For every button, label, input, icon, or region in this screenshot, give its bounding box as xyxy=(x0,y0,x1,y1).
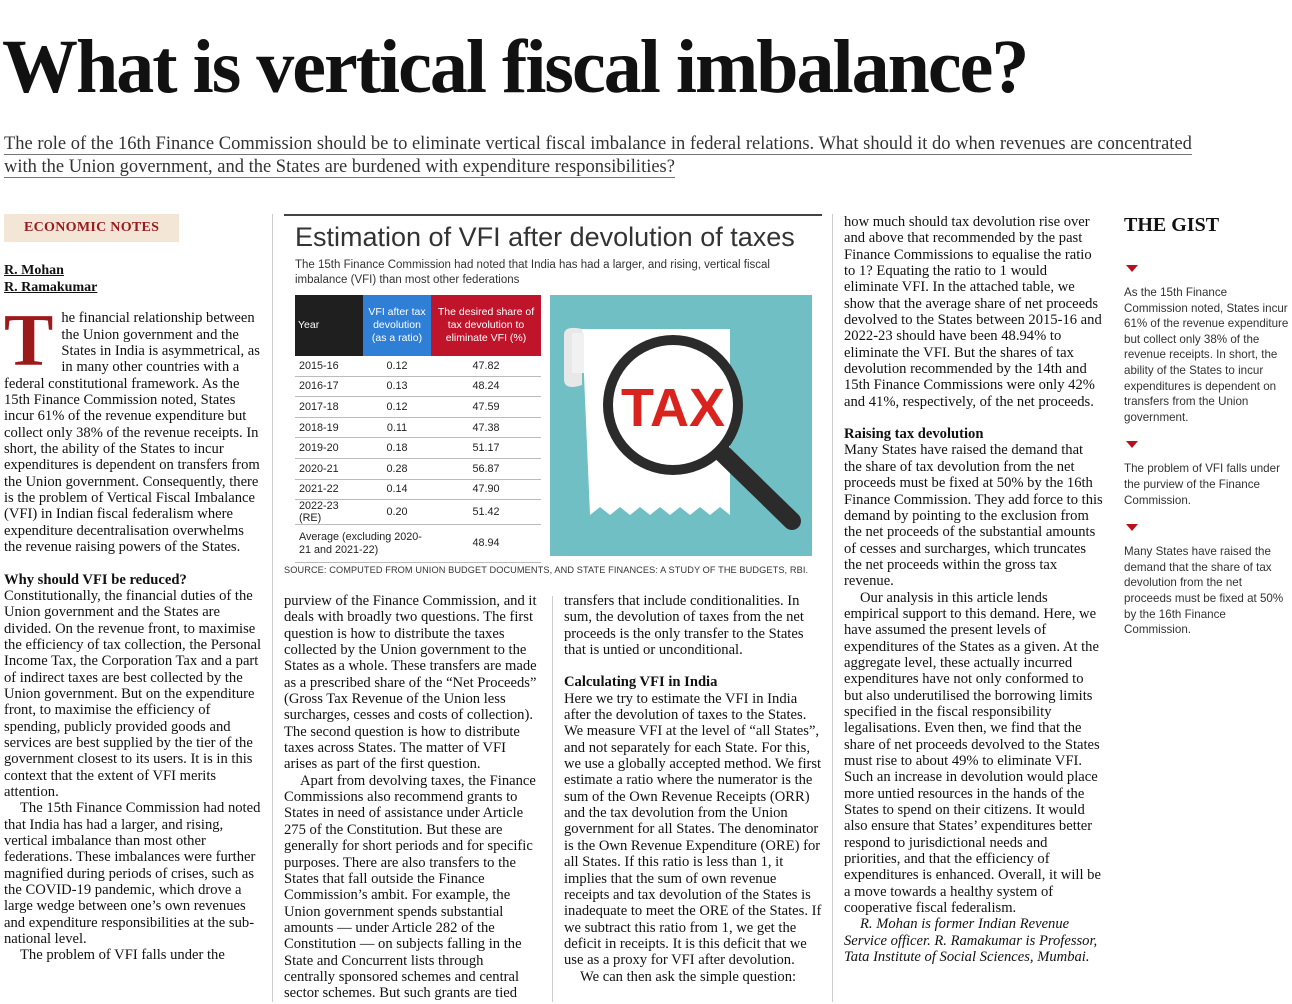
headline: What is vertical fiscal imbalance? xyxy=(2,25,1029,109)
subhead: Calculating VFI in India xyxy=(564,674,718,691)
vfi-cell: 0.14 xyxy=(363,479,431,501)
tax-text: TAX xyxy=(621,378,725,438)
source-note: SOURCE: COMPUTED FROM UNION BUDGET DOCUM… xyxy=(284,565,809,575)
share-cell: 47.59 xyxy=(431,396,541,418)
gist-item: As the 15th Finance Commission noted, St… xyxy=(1124,286,1289,424)
subhead: Raising tax devolution xyxy=(844,426,984,443)
gist-item: Many States have raised the demand that … xyxy=(1124,545,1284,637)
year-cell: 2019-20 xyxy=(295,437,363,459)
year-cell: 2016-17 xyxy=(295,376,363,398)
year-cell: 2018-19 xyxy=(295,417,363,439)
column-divider xyxy=(552,596,553,1002)
vfi-graphic: Estimation of VFI after devolution of ta… xyxy=(284,214,822,580)
triangle-icon xyxy=(1126,441,1138,449)
vfi-cell: 0.11 xyxy=(363,417,431,439)
table-header: Year xyxy=(295,295,363,356)
paragraph: The 15th Finance Commission had noted th… xyxy=(4,800,261,948)
vfi-cell: 0.20 xyxy=(363,499,431,526)
author-link[interactable]: R. Ramakumar xyxy=(4,280,98,296)
table-row: 2016-17 0.13 48.24 xyxy=(295,376,541,398)
section-tag: ECONOMIC NOTES xyxy=(4,214,180,243)
share-cell: 56.87 xyxy=(431,458,541,480)
gist-title: THE GIST xyxy=(1124,214,1220,236)
table-row: 2020-21 0.28 56.87 xyxy=(295,458,541,480)
triangle-icon xyxy=(1126,265,1138,272)
average-label: Average (excluding 2020-21 and 2021-22) xyxy=(295,524,431,564)
table-row: 2022-23 (RE) 0.20 51.42 xyxy=(295,499,541,526)
table-row: 2015-16 0.12 47.82 xyxy=(295,356,541,377)
year-cell: 2015-16 xyxy=(295,356,363,377)
column-divider xyxy=(272,214,273,1002)
column-divider xyxy=(832,214,833,1002)
triangle-icon xyxy=(1126,524,1138,532)
table-row: 2018-19 0.11 47.38 xyxy=(295,417,541,439)
table-row: 2021-22 0.14 47.90 xyxy=(295,479,541,501)
column-2: purview of the Finance Commission, and i… xyxy=(284,593,538,1002)
paragraph: Apart from devolving taxes, the Finance … xyxy=(284,772,536,1002)
average-row: Average (excluding 2020-21 and 2021-22) 4… xyxy=(295,524,541,564)
paragraph: how much should tax devolution rise over… xyxy=(844,214,1102,410)
gist-item: The problem of VFI falls under the purvi… xyxy=(1124,462,1280,507)
vfi-cell: 0.13 xyxy=(363,376,431,398)
subhead: Why should VFI be reduced? xyxy=(4,571,187,588)
paragraph: transfers that include conditionalities.… xyxy=(564,593,804,659)
drop-cap: T xyxy=(4,300,54,383)
graphic-subtitle: The 15th Finance Commission had noted th… xyxy=(295,259,770,286)
year-cell: 2021-22 xyxy=(295,479,363,501)
paragraph: The problem of VFI falls under the xyxy=(20,947,225,964)
author-bio: R. Mohan is former Indian Revenue Servic… xyxy=(844,916,1098,966)
table-header: VFI after tax devolution (as a ratio) xyxy=(363,295,431,356)
year-cell: 2020-21 xyxy=(295,458,363,480)
vfi-cell: 0.28 xyxy=(363,458,431,480)
paragraph: Here we try to estimate the VFI in India… xyxy=(564,690,822,969)
table-header: The desired share of tax devolution to e… xyxy=(431,295,541,356)
share-cell: 47.90 xyxy=(431,479,541,501)
share-cell: 47.38 xyxy=(431,417,541,439)
paragraph: We can then ask the simple question: xyxy=(580,968,797,985)
share-cell: 51.42 xyxy=(431,499,541,526)
vfi-table: Year VFI after tax devolution (as a rati… xyxy=(295,295,541,564)
table-row: 2017-18 0.12 47.59 xyxy=(295,396,541,418)
paragraph: purview of the Finance Commission, and i… xyxy=(284,593,537,773)
average-value: 48.94 xyxy=(431,524,541,564)
year-cell: 2017-18 xyxy=(295,396,363,418)
table-body: 2015-16 0.12 47.82 2016-17 0.13 48.24 2017-18 0… xyxy=(295,356,541,564)
year-cell: 2022-23 (RE) xyxy=(295,499,363,526)
column-4: how much should tax devolution rise over… xyxy=(844,214,1104,965)
intro-text: he financial relationship between the Un… xyxy=(4,310,260,556)
standfirst: The role of the 16th Finance Commission … xyxy=(4,133,1194,179)
column-3: transfers that include conditionalities.… xyxy=(564,593,822,985)
author-link[interactable]: R. Mohan xyxy=(4,263,64,279)
paragraph: Many States have raised the demand that … xyxy=(844,442,1103,590)
vfi-cell: 0.18 xyxy=(363,437,431,459)
tax-illustration: TAX xyxy=(550,295,812,556)
graphic-title: Estimation of VFI after devolution of ta… xyxy=(295,222,795,252)
share-cell: 48.24 xyxy=(431,376,541,398)
the-gist: THE GIST As the 15th Finance Commission … xyxy=(1124,214,1290,638)
standfirst-text: The role of the 16th Finance Commission … xyxy=(4,134,1192,178)
paragraph: Our analysis in this article lends empir… xyxy=(844,589,1101,917)
vfi-cell: 0.12 xyxy=(363,356,431,377)
share-cell: 51.17 xyxy=(431,437,541,459)
share-cell: 47.82 xyxy=(431,356,541,377)
table-row: 2019-20 0.18 51.17 xyxy=(295,437,541,459)
magnifier-icon xyxy=(603,335,801,530)
vfi-cell: 0.12 xyxy=(363,396,431,418)
paragraph: Constitutionally, the financial duties o… xyxy=(4,587,262,800)
